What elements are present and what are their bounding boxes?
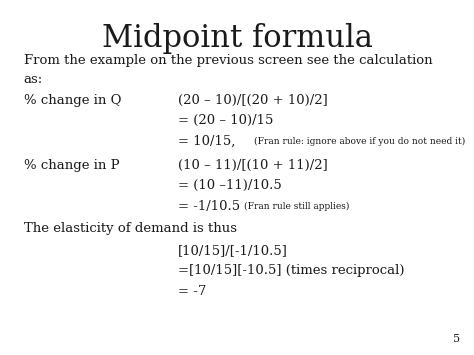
Text: = (20 – 10)/15: = (20 – 10)/15 xyxy=(178,114,273,127)
Text: (Fran rule: ignore above if you do not need it): (Fran rule: ignore above if you do not n… xyxy=(254,137,465,146)
Text: From the example on the previous screen see the calculation: From the example on the previous screen … xyxy=(24,54,432,67)
Text: 5: 5 xyxy=(453,334,460,344)
Text: [10/15]/[-1/10.5]: [10/15]/[-1/10.5] xyxy=(178,244,288,257)
Text: =[10/15][-10.5] (times reciprocal): =[10/15][-10.5] (times reciprocal) xyxy=(178,264,404,277)
Text: (Fran rule still applies): (Fran rule still applies) xyxy=(244,202,349,211)
Text: % change in P: % change in P xyxy=(24,159,119,171)
Text: = (10 –11)/10.5: = (10 –11)/10.5 xyxy=(178,179,282,192)
Text: as:: as: xyxy=(24,73,43,86)
Text: (20 – 10)/[(20 + 10)/2]: (20 – 10)/[(20 + 10)/2] xyxy=(178,94,328,106)
Text: The elasticity of demand is thus: The elasticity of demand is thus xyxy=(24,223,237,235)
Text: Midpoint formula: Midpoint formula xyxy=(101,23,373,54)
Text: % change in Q: % change in Q xyxy=(24,94,121,106)
Text: = -7: = -7 xyxy=(178,285,206,298)
Text: = 10/15,: = 10/15, xyxy=(178,135,235,148)
Text: = -1/10.5: = -1/10.5 xyxy=(178,200,240,213)
Text: (10 – 11)/[(10 + 11)/2]: (10 – 11)/[(10 + 11)/2] xyxy=(178,159,328,171)
